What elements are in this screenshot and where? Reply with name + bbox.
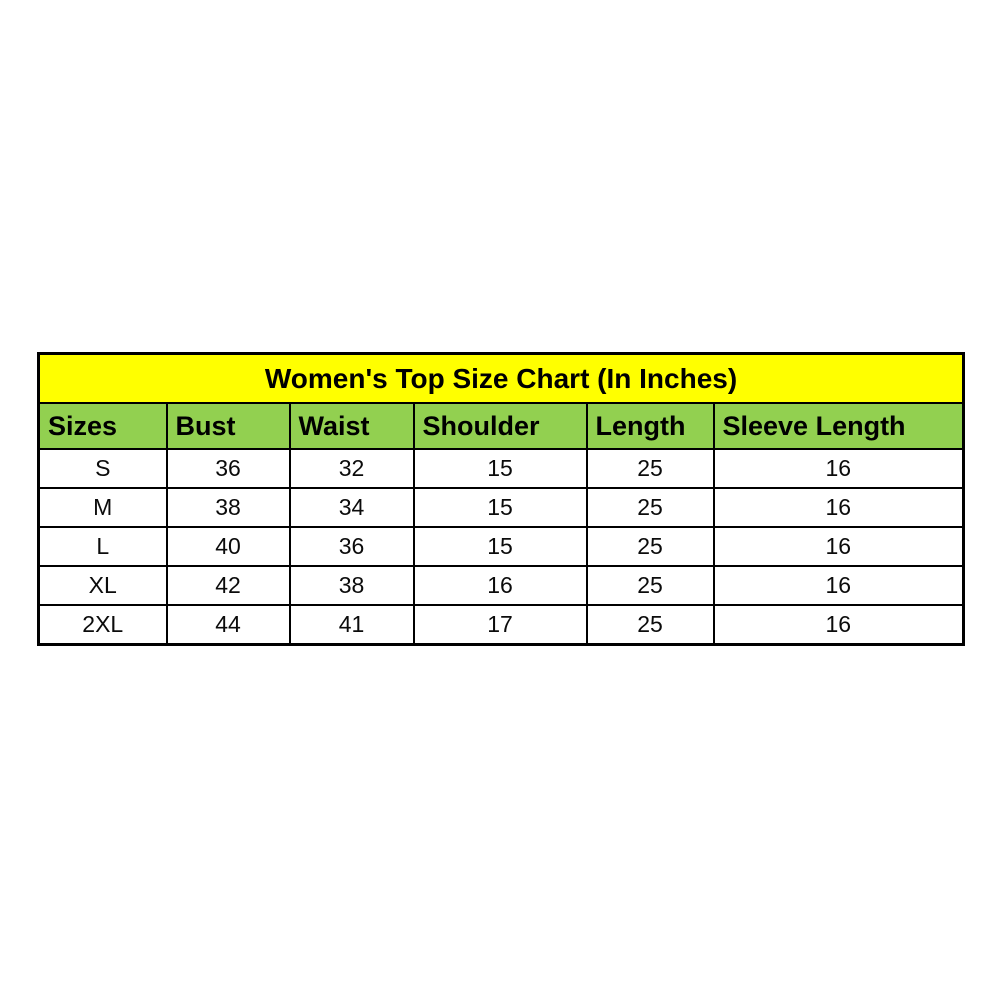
cell-size: XL (37, 565, 168, 606)
cell-bust: 38 (165, 487, 291, 528)
cell-size: S (37, 448, 168, 489)
cell-sleeve-length: 16 (712, 604, 965, 646)
cell-waist: 32 (288, 448, 415, 489)
column-header-shoulder: Shoulder (412, 402, 588, 450)
cell-shoulder: 15 (412, 448, 588, 489)
table-row-l: L 40 36 15 25 16 (37, 526, 965, 567)
table-row-m: M 38 34 15 25 16 (37, 487, 965, 528)
column-header-sleeve-length: Sleeve Length (712, 402, 965, 450)
cell-sleeve-length: 16 (712, 526, 965, 567)
cell-length: 25 (585, 526, 715, 567)
table-title-row: Women's Top Size Chart (In Inches) (37, 352, 965, 404)
cell-bust: 36 (165, 448, 291, 489)
cell-size: L (37, 526, 168, 567)
cell-length: 25 (585, 487, 715, 528)
cell-length: 25 (585, 565, 715, 606)
column-header-bust: Bust (165, 402, 291, 450)
cell-waist: 38 (288, 565, 415, 606)
cell-bust: 44 (165, 604, 291, 646)
cell-size: M (37, 487, 168, 528)
cell-sleeve-length: 16 (712, 565, 965, 606)
cell-waist: 34 (288, 487, 415, 528)
cell-length: 25 (585, 604, 715, 646)
cell-waist: 41 (288, 604, 415, 646)
cell-waist: 36 (288, 526, 415, 567)
cell-shoulder: 15 (412, 487, 588, 528)
cell-size: 2XL (37, 604, 168, 646)
cell-sleeve-length: 16 (712, 487, 965, 528)
table-row-2xl: 2XL 44 41 17 25 16 (37, 604, 965, 646)
column-header-sizes: Sizes (37, 402, 168, 450)
table-title: Women's Top Size Chart (In Inches) (37, 352, 965, 404)
column-header-waist: Waist (288, 402, 415, 450)
cell-sleeve-length: 16 (712, 448, 965, 489)
cell-bust: 42 (165, 565, 291, 606)
table-row-s: S 36 32 15 25 16 (37, 448, 965, 489)
column-header-length: Length (585, 402, 715, 450)
cell-shoulder: 15 (412, 526, 588, 567)
table-row-xl: XL 42 38 16 25 16 (37, 565, 965, 606)
cell-bust: 40 (165, 526, 291, 567)
cell-shoulder: 16 (412, 565, 588, 606)
table-header-row: Sizes Bust Waist Shoulder Length Sleeve … (37, 402, 965, 450)
cell-shoulder: 17 (412, 604, 588, 646)
size-chart-table: Women's Top Size Chart (In Inches) Sizes… (37, 352, 966, 646)
cell-length: 25 (585, 448, 715, 489)
